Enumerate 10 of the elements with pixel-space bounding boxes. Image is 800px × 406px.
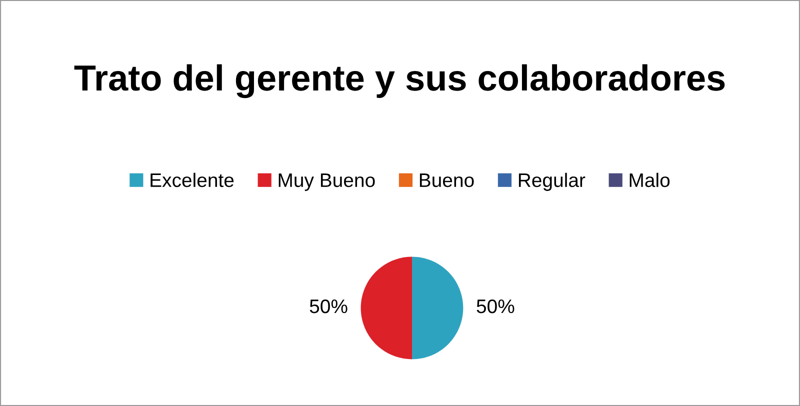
data-label: 50% [476, 299, 514, 314]
legend-label: Bueno [420, 174, 474, 188]
data-label: 50% [310, 299, 348, 314]
legend-label: Muy Bueno [278, 174, 375, 191]
pie-slice [412, 256, 464, 360]
pie-slice [360, 256, 412, 360]
chart-title: Trato del gerente y sus colaboradores [74, 64, 725, 98]
legend-label: Excelente [150, 172, 234, 188]
legend-label: Malo [630, 172, 670, 188]
legend-label: Regular [518, 172, 586, 191]
